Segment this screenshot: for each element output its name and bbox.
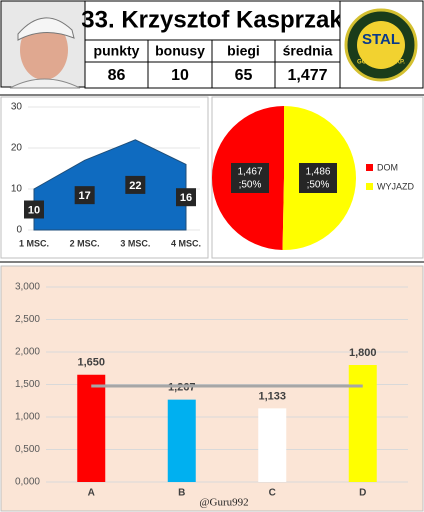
stat-value: 86 [108,67,126,84]
x-tick-label: 1 MSC. [19,238,49,248]
x-tick-label: B [178,488,185,499]
player-name: 33. Krzysztof Kasprzak [81,6,343,33]
data-label: 1,650 [77,357,105,369]
bar [258,408,287,482]
data-label-box [231,163,270,193]
data-label-box [125,175,146,194]
club-logo [339,0,424,89]
data-label: 1,267 [168,382,196,394]
y-tick-label: 1,500 [15,379,40,390]
data-label: 1,486 [305,167,330,178]
stat-value-cell [274,61,341,89]
data-label-box [176,188,196,207]
y-tick-label: 3,000 [15,282,40,293]
logo-top: STAL [362,31,400,48]
data-label: 1,800 [349,347,377,359]
y-tick-label: 0,000 [15,477,40,488]
legend-swatch [366,183,373,190]
legend-swatch [366,164,373,171]
data-label: ;50% [307,180,330,191]
y-tick-label: 2,500 [15,314,40,325]
x-tick-label: C [269,488,276,499]
bar [167,399,196,482]
legend-label: DOM [377,162,398,172]
x-tick-label: 2 MSC. [70,238,100,248]
bar [77,374,106,482]
data-label-box [24,200,44,219]
stat-value: 65 [235,67,253,84]
x-tick-label: 3 MSC. [120,238,150,248]
logo-bottom: GORZÓW WLKP. [357,58,405,66]
player-photo [0,0,86,89]
data-label-box [298,163,337,193]
y-tick-label: 1,000 [15,412,40,423]
stat-value: 10 [171,67,189,84]
y-tick-label: 30 [11,102,23,113]
x-tick-label: 4 MSC. [171,238,201,248]
y-tick-label: 0 [16,225,22,236]
stat-label: bonusy [155,43,205,59]
footer: @Guru992 [199,497,248,509]
stat-value-cell [147,61,213,89]
data-label: ;50% [239,180,262,191]
stat-label: średnia [283,43,333,59]
y-tick-label: 20 [11,143,23,154]
stat-value-cell [84,61,149,89]
data-label: 17 [79,190,91,202]
y-tick-label: 0,500 [15,444,40,455]
x-tick-label: A [88,488,95,499]
data-label: 22 [129,180,141,192]
x-tick-label: D [359,488,366,499]
data-label: 16 [180,192,192,204]
y-tick-label: 10 [11,184,23,195]
y-tick-label: 2,000 [15,347,40,358]
stat-label: biegi [227,43,260,59]
data-label: 1,467 [237,167,262,178]
area [33,139,187,231]
stat-value-cell [211,61,276,89]
data-label-box [74,186,95,205]
data-label: 10 [28,204,40,216]
stat-value: 1,477 [287,67,327,84]
bar [348,365,377,482]
legend-label: WYJAZD [377,181,414,191]
stat-label: punkty [94,43,140,59]
data-label: 1,133 [258,390,286,402]
